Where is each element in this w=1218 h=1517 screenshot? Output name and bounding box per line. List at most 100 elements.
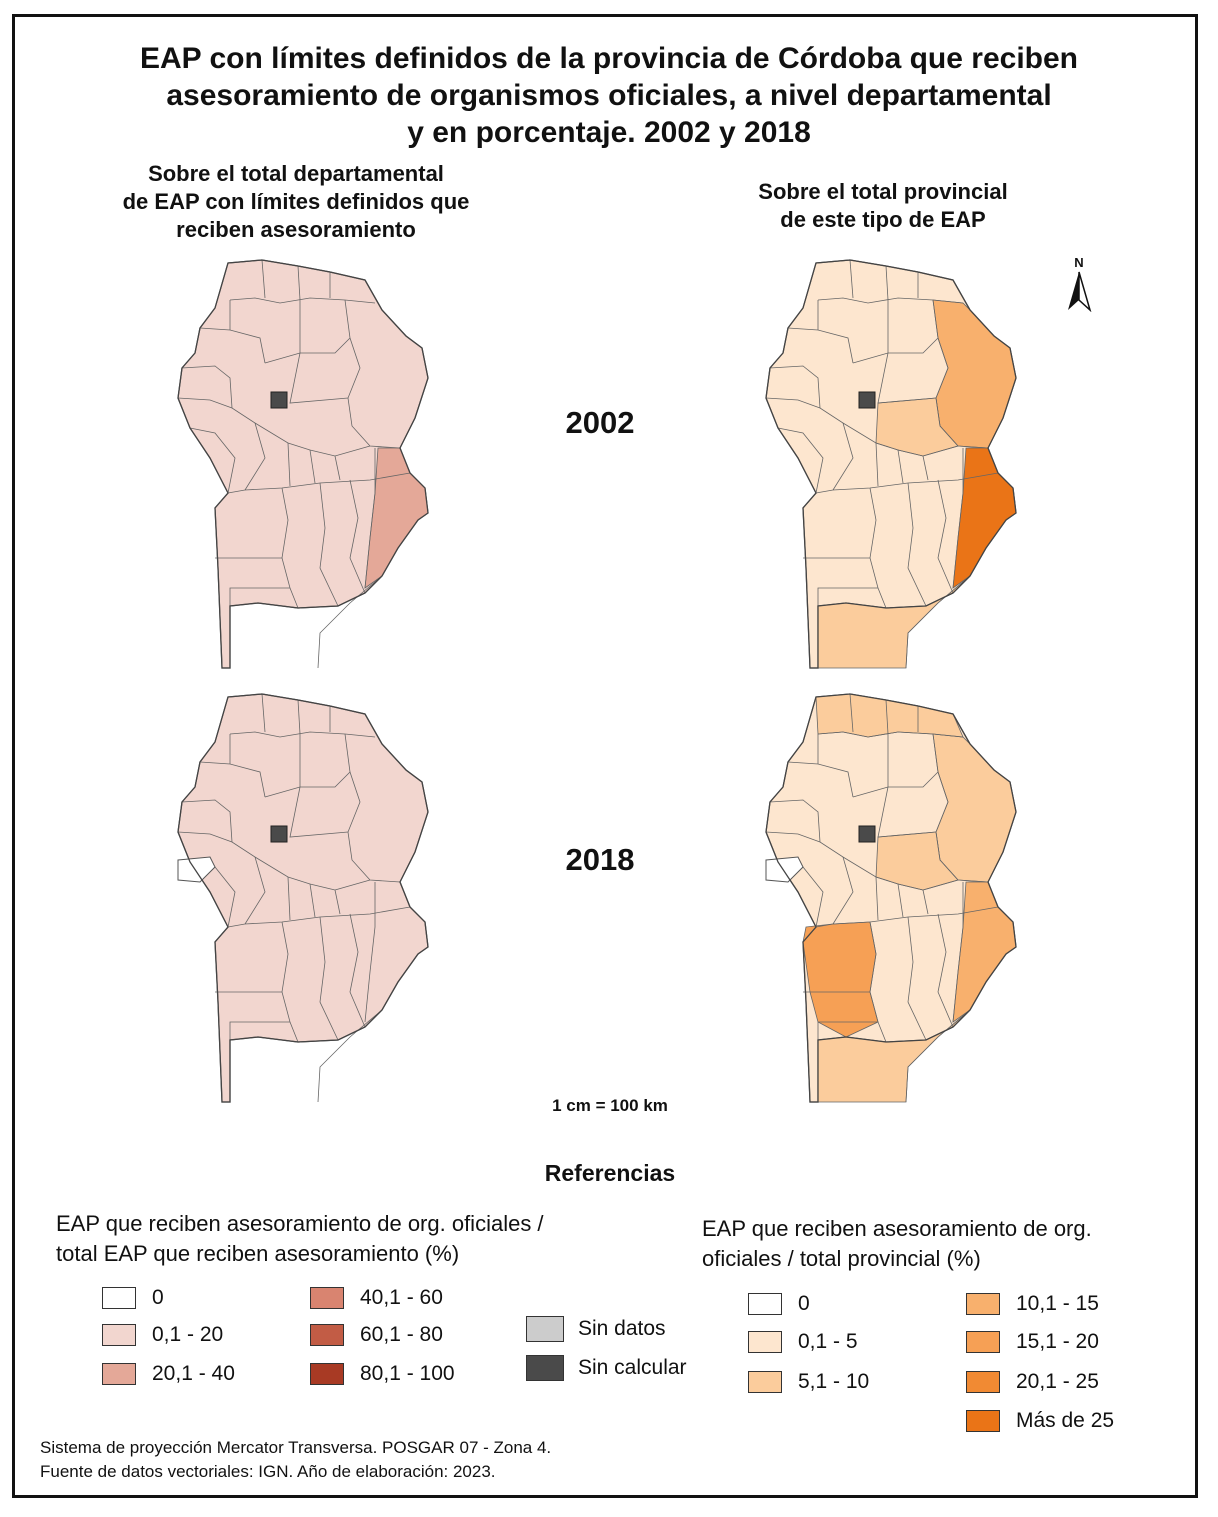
department-boundary [364, 882, 376, 1023]
department-boundary [229, 1021, 290, 1040]
department-boundary [181, 365, 233, 409]
department-boundary [261, 693, 266, 733]
department-boundary [261, 259, 266, 299]
legend-label: 60,1 - 80 [360, 1323, 443, 1346]
department-boundary [309, 449, 316, 484]
legend-label: 20,1 - 40 [152, 1362, 235, 1385]
legend-right-item: 20,1 - 25 [966, 1370, 1099, 1394]
department-boundary [937, 913, 954, 1028]
legend-left-item: 80,1 - 100 [310, 1362, 455, 1386]
subtitle-left-line: de EAP con límites definidos que [122, 189, 470, 214]
department-boundary [765, 831, 959, 891]
references-title: Referencias [544, 1160, 676, 1186]
subtitle-left-line: Sobre el total departamental [148, 161, 444, 186]
department-boundary [952, 882, 964, 1023]
department-boundary [905, 575, 971, 669]
department-boundary [199, 327, 266, 364]
department-zero [177, 856, 216, 883]
legend-swatch [102, 1363, 136, 1385]
legend-swatch [310, 1324, 344, 1346]
department-boundary [897, 449, 904, 484]
legend-swatch [748, 1293, 782, 1315]
legend-label: Sin calcular [578, 1356, 687, 1379]
department-boundary [264, 771, 351, 798]
department-boundary [309, 883, 316, 918]
legend-left-title-line: total EAP que reciben asesoramiento (%) [56, 1241, 460, 1266]
department-boundary [885, 265, 889, 301]
legend-notcalculated-item: Sin calcular [526, 1355, 687, 1381]
page-title: EAP con límites definidos de la provinci… [0, 40, 1218, 151]
north-arrow: N [1064, 255, 1094, 317]
map-frame [12, 14, 1198, 1498]
legend-label: 0,1 - 5 [798, 1330, 858, 1353]
legend-swatch [966, 1410, 1000, 1432]
legend-swatch [966, 1371, 1000, 1393]
legend-right-title-line: EAP que reciben asesoramiento de org. [702, 1216, 1092, 1241]
department-boundary [244, 856, 266, 925]
legend-label: 15,1 - 20 [1016, 1330, 1099, 1353]
province-border [765, 693, 1017, 1103]
department-boundary [817, 297, 964, 304]
department-boundary [875, 442, 879, 487]
department-boundary [875, 876, 879, 921]
title-line-2: asesoramiento de organismos oficiales, a… [166, 79, 1052, 112]
department-boundary [199, 761, 266, 798]
department-boundary [907, 916, 927, 1041]
department-boundary [227, 472, 411, 494]
department-boundary [229, 297, 376, 304]
department-boundary [244, 422, 266, 491]
legend-label: 40,1 - 60 [360, 1286, 443, 1309]
legend-swatch [748, 1331, 782, 1353]
legend-right-title-line: oficiales / total provincial (%) [702, 1246, 981, 1271]
legend-swatch [310, 1287, 344, 1309]
legend-swatch [526, 1316, 564, 1342]
department-boundary [815, 906, 999, 928]
title-line-1: EAP con límites definidos de la provinci… [140, 42, 1078, 75]
province-border [177, 259, 429, 669]
department-boundary [181, 799, 233, 843]
department-boundary [334, 455, 341, 481]
legend-swatch [748, 1371, 782, 1393]
province-outline [177, 693, 429, 1103]
department-boundary [189, 427, 236, 494]
department-boundary [852, 771, 939, 798]
north-arrow-icon [1068, 271, 1092, 313]
department-boundary [817, 1021, 878, 1040]
department-boundary [877, 786, 937, 838]
department-boundary [765, 397, 959, 457]
department-boundary [297, 699, 301, 735]
legend-right-item: 0,1 - 5 [748, 1330, 858, 1354]
department-boundary [885, 699, 889, 735]
department-boundary [877, 352, 937, 404]
subtitle-right-line: de este tipo de EAP [780, 207, 986, 232]
legend-swatch [966, 1331, 1000, 1353]
department-boundary [787, 761, 854, 798]
department-boundary [349, 479, 366, 594]
year-2002-label: 2002 [565, 405, 635, 440]
legend-right-item: 5,1 - 10 [748, 1370, 869, 1394]
legend-left-item: 20,1 - 40 [102, 1362, 235, 1386]
department-boundary [317, 575, 383, 669]
legend-nodata-item: Sin datos [526, 1316, 666, 1342]
subtitle-right: Sobre el total provincial de este tipo d… [660, 178, 1106, 234]
footer-source: Fuente de datos vectoriales: IGN. Año de… [40, 1462, 496, 1481]
year-2018-label: 2018 [565, 842, 635, 877]
department-boundary [897, 883, 904, 918]
department-boundary [364, 448, 376, 589]
footer-notes: Sistema de proyección Mercator Transvers… [40, 1436, 551, 1484]
legend-left-title-line: EAP que reciben asesoramiento de org. of… [56, 1211, 544, 1236]
legend-left-item: 0 [102, 1286, 164, 1310]
department-boundary [849, 693, 854, 733]
capital-not-calculated [858, 825, 876, 843]
department-boundary [287, 442, 291, 487]
legend-right-title: EAP que reciben asesoramiento de org. of… [702, 1214, 1092, 1274]
department-boundary [817, 731, 964, 738]
department-boundary [177, 397, 371, 457]
department-boundary [769, 799, 821, 843]
department-boundary [297, 265, 301, 301]
department-boundary [852, 337, 939, 364]
department-boundary [177, 831, 371, 891]
department-boundary [952, 448, 964, 589]
legend-swatch [526, 1355, 564, 1381]
capital-not-calculated [270, 391, 288, 409]
